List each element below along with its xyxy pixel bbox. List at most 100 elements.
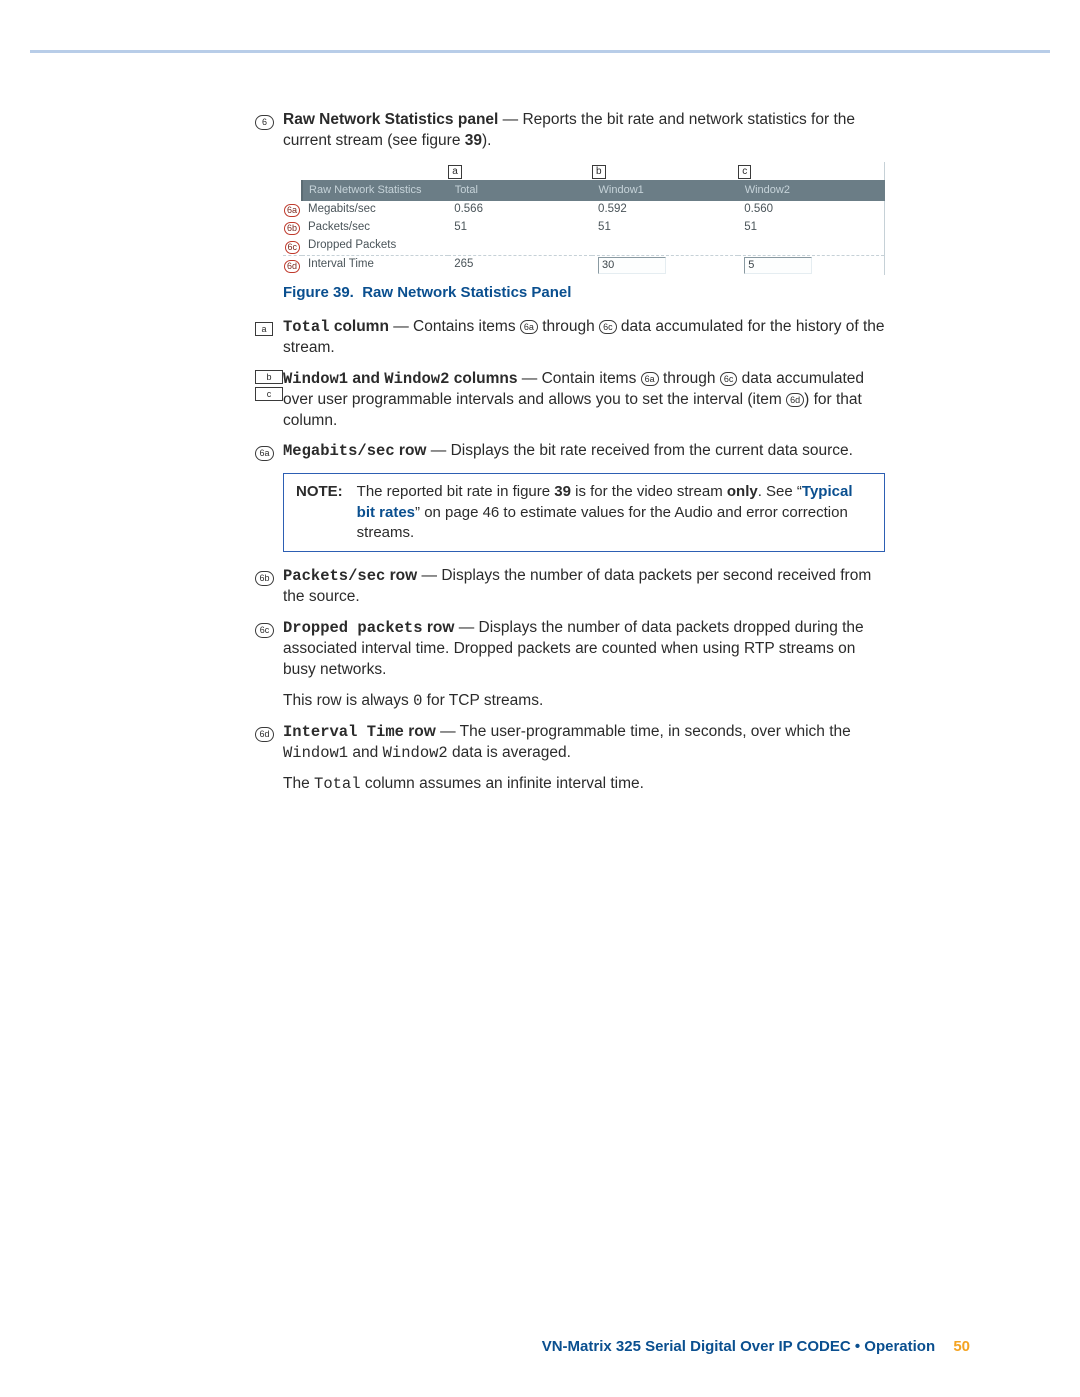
bc-and: and	[348, 370, 384, 387]
cell-6a-label: Megabits/sec	[302, 200, 448, 218]
stats-hdr-total: Total	[448, 180, 592, 200]
col-label-a: a	[448, 165, 462, 179]
rowmark-6c: 6c	[285, 241, 301, 254]
stats-row-6c: 6c Dropped Packets	[283, 237, 885, 256]
footer-text: VN-Matrix 325 Serial Digital Over IP COD…	[542, 1338, 935, 1355]
term-dropped: Dropped packets	[283, 619, 423, 637]
a-ref-6c: 6c	[599, 320, 617, 334]
cell-6a-total: 0.566	[448, 200, 592, 218]
cell-6a-w2: 0.560	[738, 200, 884, 218]
cell-6a-w1: 0.592	[592, 200, 738, 218]
6d-and: and	[348, 744, 382, 761]
item-6c-text: Dropped packets row — Displays the numbe…	[283, 618, 885, 681]
mark-6b: 6b	[255, 566, 283, 588]
column-label-row: a b c	[283, 162, 885, 181]
cell-6b-w2: 51	[738, 218, 884, 236]
circ-6c: 6c	[255, 623, 274, 638]
section-6-title: Raw Network Statistics panel	[283, 111, 498, 128]
bc-cols: columns	[449, 370, 517, 387]
circ-6a: 6a	[255, 446, 274, 461]
interval-input-w2[interactable]: 5	[744, 257, 812, 274]
stats-row-6a: 6a Megabits/sec 0.566 0.592 0.560	[283, 200, 885, 218]
6d-total: Total	[314, 775, 361, 793]
stats-panel-wrap: a b c Raw Network Statistics Total Windo…	[255, 162, 885, 275]
figcap-text: Raw Network Statistics Panel	[362, 284, 571, 301]
bc-t1: — Contain items	[517, 370, 640, 387]
6a-text: — Displays the bit rate received from th…	[427, 442, 853, 459]
item-6c: 6c Dropped packets row — Displays the nu…	[255, 618, 885, 681]
cell-6c-total	[448, 237, 592, 256]
mark-a: a	[255, 317, 283, 339]
a-mid: through	[538, 318, 599, 335]
interval-input-w1[interactable]: 30	[598, 257, 666, 274]
item-bc: b c Window1 and Window2 columns — Contai…	[255, 369, 885, 432]
cell-6b-total: 51	[448, 218, 592, 236]
bc-mid: through	[659, 370, 720, 387]
note-text: The reported bit rate in figure 39 is fo…	[357, 482, 872, 543]
6d-row: row	[404, 723, 436, 740]
sq-b: b	[255, 370, 283, 384]
mark-6c: 6c	[255, 618, 283, 640]
note-box: NOTE: The reported bit rate in figure 39…	[283, 473, 885, 552]
cell-6b-w1: 51	[592, 218, 738, 236]
note-t3: . See “	[758, 483, 802, 500]
col-label-c: c	[738, 165, 751, 179]
note-t4: ” on page 46 to estimate values for the …	[357, 504, 848, 541]
rowmark-6b: 6b	[284, 222, 300, 235]
stats-hdr-name: Raw Network Statistics	[302, 180, 448, 200]
page-footer: VN-Matrix 325 Serial Digital Over IP COD…	[542, 1338, 970, 1355]
section-6-figref: 39	[465, 132, 482, 149]
6c-zero: 0	[413, 692, 422, 710]
figcap-label: Figure 39.	[283, 284, 354, 301]
6d-t1: — The user-programmable time, in seconds…	[436, 723, 851, 740]
stats-header-row: Raw Network Statistics Total Window1 Win…	[283, 180, 885, 200]
figure-39-caption: Figure 39. Raw Network Statistics Panel	[283, 283, 885, 303]
note-only: only	[727, 483, 758, 500]
note-t1: The reported bit rate in figure	[357, 483, 555, 500]
rowmark-6d: 6d	[284, 260, 300, 273]
mark-6d: 6d	[255, 722, 283, 744]
term-pps: Packets/sec	[283, 567, 385, 585]
circ-6b: 6b	[255, 571, 274, 586]
note-label: NOTE:	[296, 482, 343, 543]
cell-6b-label: Packets/sec	[302, 218, 448, 236]
section-6-end: ).	[482, 132, 491, 149]
cell-6c-w2	[738, 237, 884, 256]
a-ref-6a: 6a	[520, 320, 538, 334]
note-fig: 39	[554, 483, 571, 500]
stats-hdr-w2: Window2	[738, 180, 884, 200]
item-a-text: Total column — Contains items 6a through…	[283, 317, 885, 359]
term-mbps: Megabits/sec	[283, 442, 395, 460]
6d-w1: Window1	[283, 744, 348, 762]
stats-row-6d: 6d Interval Time 265 30 5	[283, 256, 885, 275]
6d-sub-post: column assumes an infinite interval time…	[361, 775, 644, 792]
item-6d-text: Interval Time row — The user-programmabl…	[283, 722, 885, 764]
bc-ref-6a: 6a	[641, 372, 659, 386]
raw-network-statistics-table: a b c Raw Network Statistics Total Windo…	[283, 162, 885, 275]
mark-6a: 6a	[255, 441, 283, 463]
6d-sub-pre: The	[283, 775, 314, 792]
item-6b: 6b Packets/sec row — Displays the number…	[255, 566, 885, 608]
term-total: Total	[283, 318, 330, 336]
note-t2: is for the video stream	[571, 483, 727, 500]
6c-row: row	[423, 619, 455, 636]
section-6-intro: 6 Raw Network Statistics panel — Reports…	[255, 110, 885, 152]
bold-col-a: column	[330, 318, 389, 335]
6d-t2: data is averaged.	[448, 744, 571, 761]
cell-6c-label: Dropped Packets	[302, 237, 448, 256]
cell-6d-total: 265	[448, 256, 592, 275]
cell-6c-w1	[592, 237, 738, 256]
item-6a-text: Megabits/sec row — Displays the bit rate…	[283, 441, 885, 462]
item-bc-text: Window1 and Window2 columns — Contain it…	[283, 369, 885, 432]
sq-a: a	[255, 322, 273, 336]
cell-6d-label: Interval Time	[302, 256, 448, 275]
content-block: 6 Raw Network Statistics panel — Reports…	[255, 110, 885, 794]
bc-ref-6c: 6c	[720, 372, 738, 386]
bullet-6-circle: 6	[255, 115, 274, 130]
bullet-6: 6	[255, 110, 283, 132]
6d-w2: Window2	[383, 744, 448, 762]
top-rule	[30, 50, 1050, 53]
stats-spacer	[255, 162, 283, 163]
a-t1: — Contains items	[389, 318, 520, 335]
sq-c: c	[255, 387, 283, 401]
